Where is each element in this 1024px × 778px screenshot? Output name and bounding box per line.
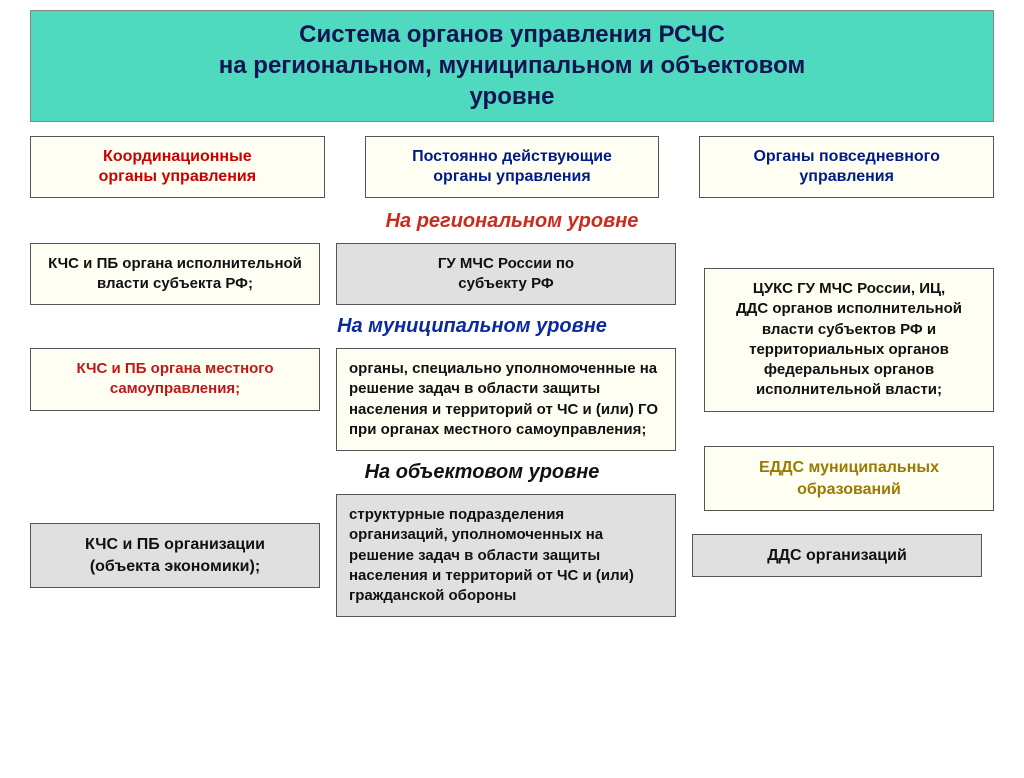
cell-mun-mid: органы, специально уполномоченные на реш… — [336, 348, 676, 451]
cell-reg-mid: ГУ МЧС России по субъекту РФ — [336, 243, 676, 306]
category-coordination: Координационные органы управления — [30, 136, 325, 198]
row-regional: КЧС и ПБ органа исполнительной власти су… — [30, 243, 994, 306]
category-daily: Органы повседневного управления — [699, 136, 994, 198]
cell-obj-right: ДДС организаций — [692, 534, 982, 578]
category-row: Координационные органы управления Постоя… — [30, 136, 994, 198]
row-object: КЧС и ПБ организации (объекта экономики)… — [30, 494, 994, 617]
cell-mun-right: ЕДДС муниципальных образований — [704, 446, 994, 511]
cell-mun-left: КЧС и ПБ органа местного самоуправления; — [30, 348, 320, 411]
section-regional-label: На региональном уровне — [0, 210, 1024, 233]
cell-obj-mid: структурные подразделения организаций, у… — [336, 494, 676, 617]
cell-obj-left: КЧС и ПБ организации (объекта экономики)… — [30, 523, 320, 588]
category-permanent: Постоянно действующие органы управления — [365, 136, 660, 198]
diagram-title: Система органов управления РСЧС на регио… — [30, 10, 994, 122]
cell-reg-right: ЦУКС ГУ МЧС России, ИЦ, ДДС органов испо… — [704, 268, 994, 412]
cell-reg-left: КЧС и ПБ органа исполнительной власти су… — [30, 243, 320, 306]
